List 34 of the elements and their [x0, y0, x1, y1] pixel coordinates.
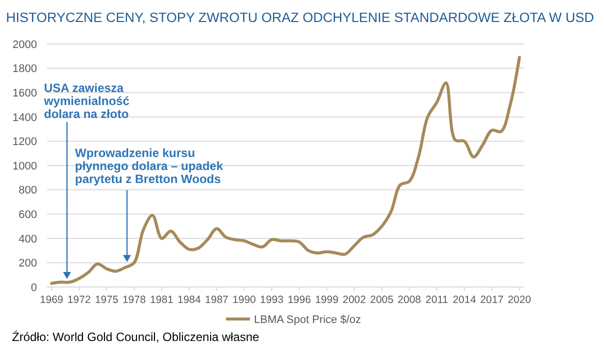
chart-title: HISTORYCZNE CENY, STOPY ZWROTU ORAZ ODCHYLENIE STANDARDOWE ZŁOTA W USD — [6, 10, 594, 25]
x-tick-label: 2002 — [342, 294, 366, 306]
text: Źródło: World Gold Council, Obliczenia własne — [12, 330, 260, 344]
x-tick-label: 1969 — [40, 294, 64, 306]
x-tick-label: 2017 — [480, 294, 504, 306]
x-tick-label: 1972 — [67, 294, 91, 306]
x-tick-label: 1984 — [178, 294, 202, 306]
y-tick-label: 1800 — [12, 63, 37, 76]
y-tick-label: 1400 — [12, 112, 37, 124]
y-tick-label: 1000 — [12, 160, 37, 172]
annotation: Wprowadzenie kursu płynnego dolara – upadek parytetu z Bretton Woods — [75, 146, 224, 186]
y-tick-label: 0 — [30, 282, 37, 294]
x-tick-label: 2020 — [508, 294, 532, 306]
x-tick-label: 1978 — [122, 294, 146, 306]
x-tick-label: 2014 — [452, 294, 476, 306]
legend-label: LBMA Spot Price $/oz — [254, 314, 361, 326]
y-tick-label: 2000 — [12, 38, 37, 51]
x-tick-label: 2005 — [370, 294, 394, 306]
annotation: USA zawiesza wymienialność dolara na złoto — [43, 81, 130, 121]
y-tick-label: 600 — [18, 208, 37, 221]
y-tick-label: 1200 — [12, 136, 37, 148]
y-tick-label: 800 — [18, 184, 37, 197]
y-tick-label: 400 — [18, 233, 37, 246]
x-tick-label: 1975 — [94, 294, 118, 306]
x-tick-label: 1981 — [150, 294, 174, 306]
x-tick-label: 2011 — [426, 294, 448, 306]
x-tick-label: 2008 — [398, 294, 422, 306]
x-tick-label: 1990 — [232, 294, 256, 306]
x-tick-label: 1993 — [260, 294, 284, 306]
x-tick-label: 1999 — [315, 294, 339, 306]
y-tick-label: 1600 — [12, 87, 37, 100]
x-tick-label: 1996 — [288, 294, 312, 306]
y-tick-label: 200 — [18, 258, 37, 270]
x-tick-label: 1987 — [205, 294, 229, 306]
